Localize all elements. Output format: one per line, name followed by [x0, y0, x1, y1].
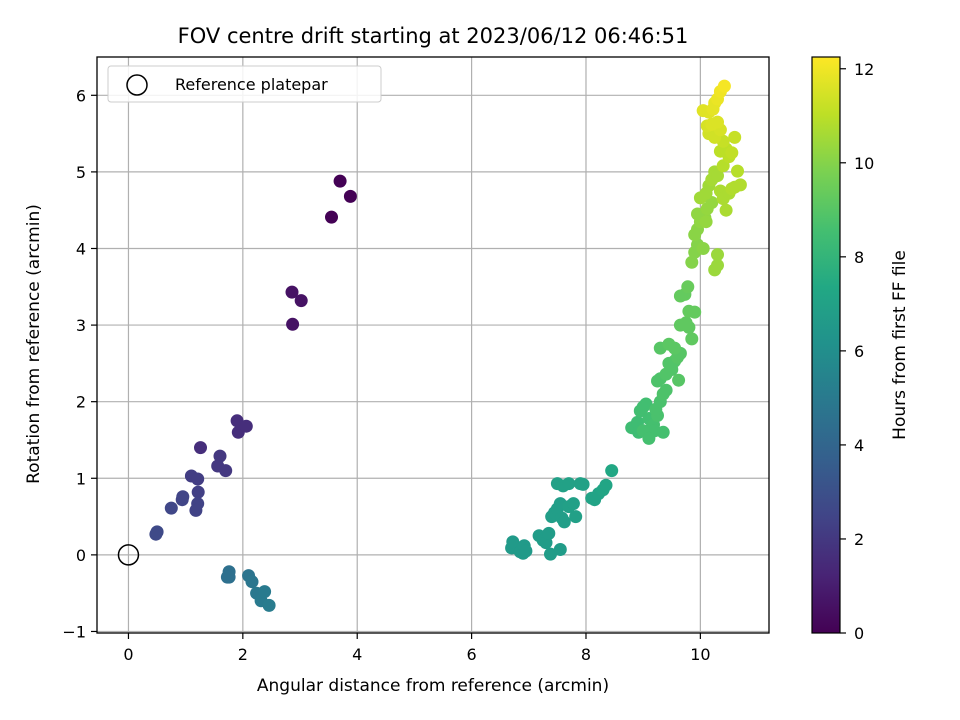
data-point [553, 543, 567, 556]
data-point [294, 294, 308, 308]
data-point [656, 425, 670, 439]
x-tick-label: 8 [581, 645, 591, 664]
data-point [566, 497, 580, 511]
colorbar-tick-label: 6 [854, 342, 864, 361]
data-point [325, 210, 338, 224]
data-point [542, 526, 556, 540]
data-point [506, 535, 520, 549]
data-point [731, 164, 744, 178]
data-point [562, 477, 576, 491]
data-point [605, 464, 619, 478]
legend: Reference platepar [107, 65, 382, 103]
legend-label-reference: Reference platepar [175, 75, 328, 94]
data-point [688, 305, 702, 319]
data-point [557, 515, 571, 529]
y-tick-label: 4 [76, 239, 86, 258]
data-point [220, 570, 234, 584]
data-point [672, 373, 686, 387]
data-point [717, 79, 731, 93]
x-axis-ticks: 0 2 4 6 8 10 [123, 633, 711, 664]
plot-frame [96, 56, 770, 634]
data-point [176, 490, 190, 504]
legend-box [107, 65, 382, 103]
colorbar-tick-label: 4 [854, 436, 864, 455]
data-point [194, 441, 207, 455]
y-tick-label: 1 [76, 469, 86, 488]
data-point [711, 169, 724, 183]
colorbar-ticks: 0 2 4 6 8 10 12 [840, 60, 874, 643]
y-tick-label: 0 [76, 546, 86, 565]
data-point [685, 332, 699, 346]
x-tick-label: 2 [238, 645, 248, 664]
data-point [245, 575, 259, 589]
reference-platepar-point [117, 544, 140, 566]
data-point [642, 431, 656, 445]
x-axis-label: Angular distance from reference (arcmin) [257, 676, 609, 696]
x-tick-label: 4 [352, 645, 362, 664]
colorbar-tick-label: 12 [854, 60, 874, 79]
y-tick-label: 6 [76, 86, 86, 105]
colorbar-tick-label: 0 [854, 624, 864, 643]
reference-platepar-marker [117, 544, 140, 566]
y-tick-label: −1 [62, 622, 86, 641]
data-point [696, 242, 710, 255]
y-tick-label: 5 [76, 163, 86, 182]
data-point [286, 317, 300, 331]
data-point [719, 203, 733, 217]
y-axis-label: Rotation from reference (arcmin) [24, 204, 44, 484]
data-point [239, 419, 253, 433]
data-point [728, 130, 742, 144]
data-point [258, 585, 272, 599]
data-point [685, 255, 699, 269]
y-tick-label: 3 [76, 316, 86, 335]
data-point [189, 503, 203, 517]
data-point [681, 280, 695, 294]
colorbar-tick-label: 10 [854, 154, 874, 173]
data-point [711, 258, 724, 272]
data-point [333, 174, 347, 188]
data-point [343, 189, 357, 203]
scatter-points [149, 79, 747, 612]
legend-marker-reference [126, 74, 148, 96]
chart-title: FOV centre drift starting at 2023/06/12 … [178, 24, 689, 48]
x-tick-label: 0 [123, 645, 133, 664]
data-point [599, 478, 613, 492]
data-point [213, 449, 227, 463]
colorbar-tick-label: 2 [854, 530, 864, 549]
data-point [262, 598, 276, 612]
data-point [285, 285, 299, 299]
x-tick-label: 6 [467, 645, 477, 664]
data-point [691, 207, 704, 221]
data-point [659, 383, 673, 397]
data-point [191, 485, 205, 499]
data-point [682, 320, 696, 334]
colorbar-tick-label: 8 [854, 248, 864, 267]
data-point [164, 501, 178, 515]
y-axis-ticks: −1 0 1 2 3 4 5 6 [62, 86, 97, 641]
data-point [544, 547, 557, 561]
data-point [191, 472, 205, 486]
data-point [219, 464, 233, 478]
y-tick-label: 2 [76, 393, 86, 412]
data-point [519, 544, 533, 558]
data-point [668, 341, 682, 355]
data-point [711, 248, 724, 262]
colorbar [811, 56, 841, 634]
data-point [733, 178, 747, 192]
data-point [576, 477, 590, 491]
data-point [699, 215, 713, 229]
data-point [711, 115, 724, 129]
colorbar-label: Hours from first FF file [890, 250, 910, 440]
data-point [725, 146, 739, 160]
data-point [149, 527, 163, 541]
x-tick-label: 10 [690, 645, 710, 664]
data-point [569, 510, 583, 524]
data-point [639, 397, 653, 411]
